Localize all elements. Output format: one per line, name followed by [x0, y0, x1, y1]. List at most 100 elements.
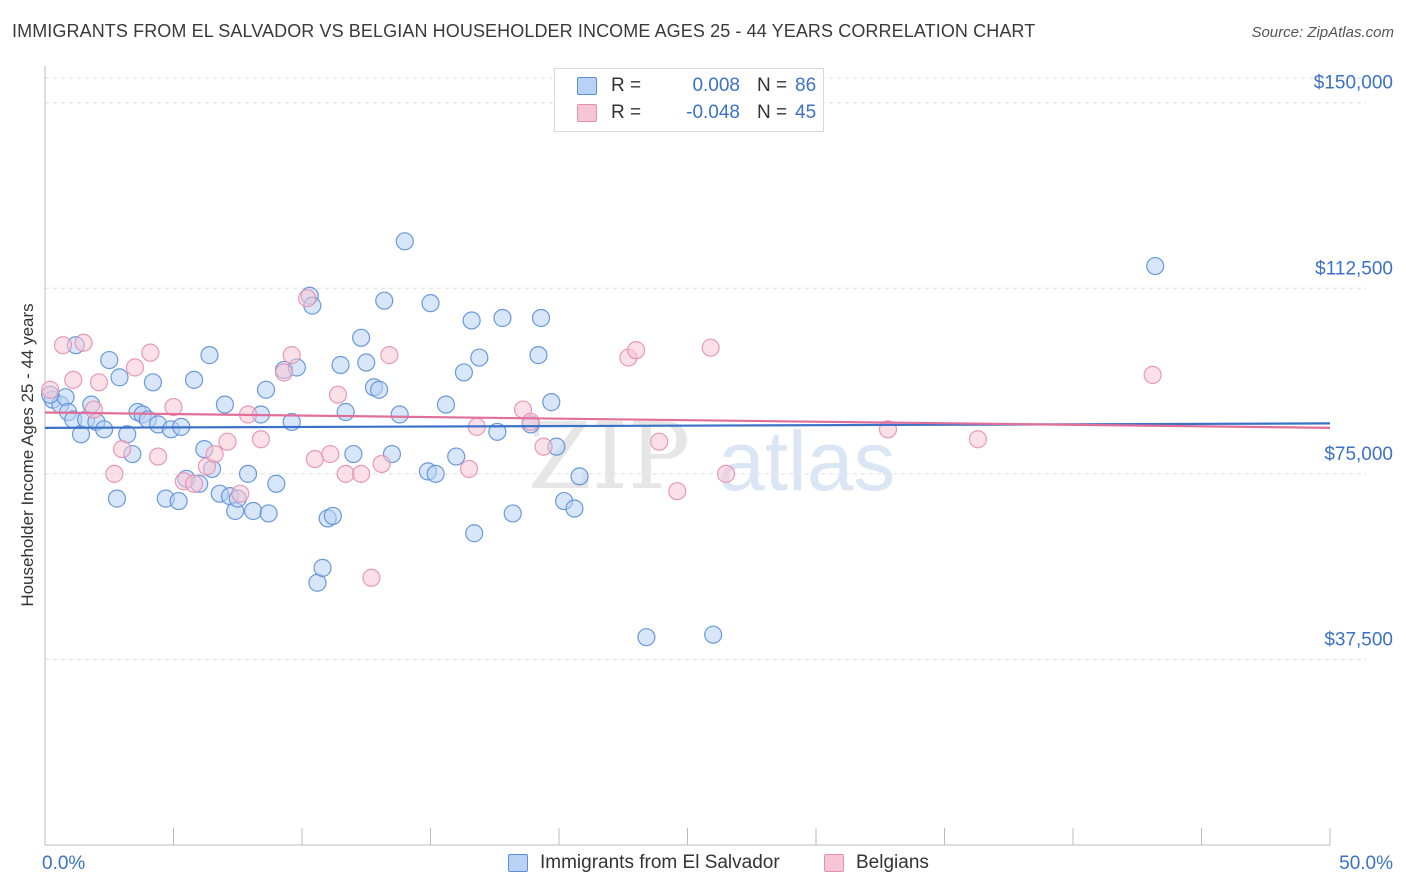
- legend-r-value: -0.048: [686, 102, 740, 123]
- y-axis-label: Householder Income Ages 25 - 44 years: [18, 303, 37, 606]
- belgians-point: [298, 289, 317, 308]
- el-salvador-point: [395, 232, 414, 251]
- belgians-point: [231, 484, 250, 503]
- watermark-atlas: atlas: [718, 414, 895, 508]
- belgians-trend-line: [44, 411, 1331, 429]
- el-salvador-point: [331, 355, 350, 375]
- el-salvador-point: [503, 504, 522, 523]
- trend-lines: [44, 411, 1331, 429]
- el-salvador-point: [488, 422, 507, 441]
- belgians-point: [53, 336, 73, 355]
- belgians-point: [282, 346, 301, 365]
- correlation-legend: R = 0.008 N = 86 R = -0.048 N = 45: [554, 68, 824, 132]
- el-salvador-point: [493, 308, 512, 328]
- belgians-point: [521, 412, 540, 432]
- belgians-point: [64, 370, 83, 389]
- belgians-point: [89, 373, 109, 392]
- belgians-point: [141, 343, 160, 362]
- belgians-point: [112, 440, 132, 459]
- source-label: Source: ZipAtlas.com: [1251, 24, 1394, 41]
- y-tick-label: $150,000: [1314, 73, 1393, 94]
- belgians-point: [701, 338, 720, 357]
- legend-swatch-pink: [577, 104, 597, 122]
- legend-label: Immigrants from El Salvador: [540, 852, 780, 873]
- el-salvador-point: [259, 504, 278, 523]
- legend-n-label: N =: [757, 102, 788, 123]
- el-salvador-point: [267, 474, 286, 493]
- el-salvador-point: [542, 393, 561, 412]
- x-tick-label: 50.0%: [1339, 853, 1393, 874]
- el-salvador-point: [336, 402, 355, 422]
- belgians-point: [362, 568, 381, 587]
- el-salvador-trend-line: [44, 422, 1331, 429]
- el-salvador-point: [169, 491, 188, 511]
- axis-labels: Householder Income Ages 25 - 44 years $3…: [18, 73, 1393, 874]
- el-salvador-point: [436, 395, 456, 414]
- legend-n-value: 86: [795, 75, 817, 96]
- belgians-point: [41, 380, 60, 399]
- belgians-point: [74, 333, 93, 352]
- legend-n-value: 45: [795, 102, 817, 123]
- el-salvador-point: [1146, 256, 1165, 276]
- belgians-point: [321, 444, 340, 464]
- belgians-point: [668, 482, 687, 501]
- el-salvador-point: [256, 380, 276, 399]
- el-salvador-point: [313, 558, 332, 577]
- el-salvador-point: [375, 291, 394, 310]
- el-salvador-point: [447, 447, 466, 466]
- belgians-point: [372, 454, 391, 474]
- belgians-point: [716, 464, 736, 483]
- el-salvador-point: [421, 294, 440, 313]
- el-salvador-point: [529, 346, 548, 365]
- el-salvador-point: [184, 370, 204, 389]
- belgians-point: [251, 430, 270, 449]
- legend-label: Belgians: [856, 852, 929, 873]
- belgians-point: [148, 447, 168, 466]
- data-points: [41, 232, 1165, 647]
- belgians-point: [125, 358, 145, 377]
- el-salvador-point: [238, 464, 258, 483]
- belgians-point: [328, 385, 348, 404]
- el-salvador-point: [470, 348, 489, 367]
- belgians-point: [534, 437, 553, 456]
- legend-swatch-blue: [577, 77, 597, 95]
- el-salvador-point: [570, 467, 589, 486]
- belgians-point: [626, 341, 646, 360]
- el-salvador-point: [357, 353, 376, 372]
- chart-title: IMMIGRANTS FROM EL SALVADOR VS BELGIAN H…: [12, 21, 1036, 41]
- legend-r-label: R =: [611, 75, 642, 96]
- el-salvador-point: [390, 405, 409, 424]
- belgians-point: [1143, 365, 1162, 385]
- el-salvador-point: [352, 328, 371, 347]
- belgians-point: [274, 363, 294, 382]
- y-tick-label: $37,500: [1324, 629, 1393, 650]
- belgians-point: [105, 464, 124, 483]
- el-salvador-point: [323, 506, 342, 526]
- belgians-point: [84, 400, 103, 419]
- y-tick-label: $75,000: [1324, 444, 1393, 465]
- belgians-point: [352, 464, 371, 483]
- belgians-point: [218, 432, 237, 451]
- y-tick-label: $112,500: [1315, 258, 1393, 279]
- el-salvador-point: [107, 489, 127, 508]
- belgians-point: [336, 464, 355, 483]
- belgians-point: [380, 346, 399, 365]
- legend-swatch-pink: [824, 854, 844, 872]
- belgians-point: [205, 444, 224, 464]
- legend-n-label: N =: [757, 75, 788, 96]
- el-salvador-point: [454, 363, 474, 382]
- belgians-point: [305, 449, 324, 469]
- el-salvador-point: [56, 388, 75, 407]
- el-salvador-point: [100, 350, 119, 370]
- el-salvador-point: [465, 524, 484, 543]
- el-salvador-point: [426, 464, 445, 483]
- el-salvador-point: [110, 368, 129, 387]
- legend-r-value: 0.008: [692, 75, 740, 96]
- el-salvador-point: [143, 373, 163, 392]
- el-salvador-point: [244, 501, 263, 521]
- belgians-point: [164, 397, 183, 417]
- el-salvador-point: [370, 380, 389, 399]
- legend-swatch-blue: [508, 854, 528, 872]
- el-salvador-point: [531, 308, 551, 328]
